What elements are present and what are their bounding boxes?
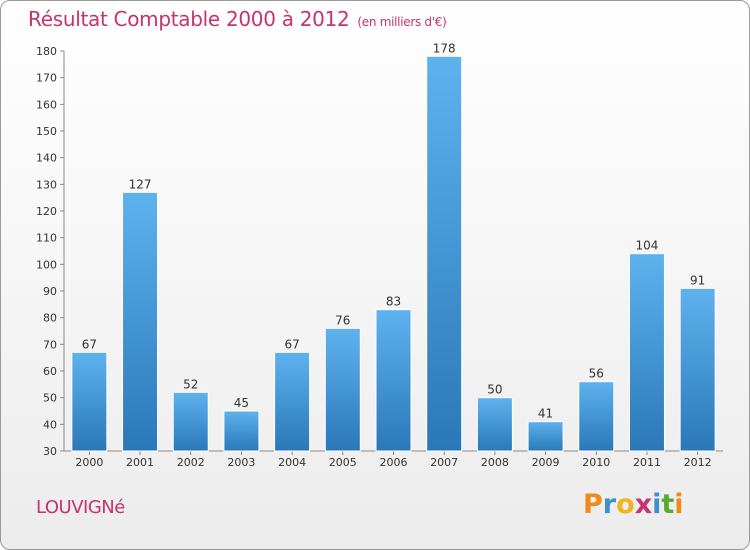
x-tick-label: 2002 [177, 456, 205, 469]
data-label: 67 [82, 337, 97, 351]
bar [476, 397, 513, 452]
logo-letter: x [634, 489, 653, 520]
bar [122, 191, 159, 452]
logo-letter: r [602, 489, 617, 520]
x-tick-label: 2007 [430, 456, 458, 469]
data-label: 76 [335, 313, 350, 327]
bar [426, 55, 463, 452]
x-tick-label: 2009 [532, 456, 560, 469]
bar [324, 327, 361, 452]
y-tick-label: 100 [36, 258, 57, 271]
logo-letter: i [652, 489, 662, 520]
data-label: 52 [183, 377, 198, 391]
x-tick-label: 2003 [227, 456, 255, 469]
data-label: 178 [433, 41, 456, 55]
data-label: 127 [129, 177, 152, 191]
data-label: 41 [538, 407, 553, 421]
data-label: 45 [234, 396, 249, 410]
y-tick-label: 170 [36, 72, 57, 85]
data-label: 91 [690, 273, 705, 287]
y-tick-label: 80 [43, 312, 57, 325]
y-tick-label: 60 [43, 365, 57, 378]
axes: 30 40 50 60 70 80 90 100 110 120 130 140 150 160 170 18… [36, 45, 723, 458]
bar [628, 253, 665, 452]
bar [578, 381, 615, 452]
x-tick-label: 2005 [329, 456, 357, 469]
y-tick-label: 120 [36, 205, 57, 218]
x-tick-label: 2006 [380, 456, 408, 469]
data-label: 56 [589, 367, 604, 381]
chart-subtitle: (en milliers d'€) [357, 15, 447, 29]
x-tick-label: 2010 [582, 456, 610, 469]
y-tick-label: 70 [43, 338, 57, 351]
y-tick-label: 180 [36, 45, 57, 58]
proxiti-logo: Proxiti [583, 489, 684, 520]
bar [375, 309, 412, 452]
chart-title: Résultat Comptable 2000 à 2012 (en millie… [28, 7, 447, 31]
logo-letter: i [674, 489, 684, 520]
y-tick-label: 160 [36, 98, 57, 111]
data-label: 83 [386, 295, 401, 309]
bar [223, 410, 260, 452]
bar [71, 351, 108, 452]
bars [71, 55, 716, 452]
bar [679, 287, 716, 452]
logo-letter: o [616, 489, 635, 520]
logo-letter: P [583, 489, 603, 520]
x-tick-label: 2008 [481, 456, 509, 469]
bar [172, 391, 209, 452]
data-label: 67 [284, 337, 299, 351]
y-tick-label: 30 [43, 445, 57, 458]
labels: 2000 67 2001 127 2002 52 2003 45 2004 67 2005 76 200… [75, 41, 711, 469]
x-tick-label: 2000 [75, 456, 103, 469]
x-tick-label: 2012 [684, 456, 712, 469]
y-tick-label: 130 [36, 178, 57, 191]
x-tick-label: 2011 [633, 456, 661, 469]
bar [527, 421, 564, 452]
y-tick-label: 90 [43, 285, 57, 298]
town-name: LOUVIGNé [36, 497, 125, 518]
data-label: 104 [636, 239, 659, 253]
y-tick-label: 40 [43, 418, 57, 431]
logo-letter: t [661, 489, 675, 520]
y-tick-label: 50 [43, 392, 57, 405]
bar [274, 351, 311, 452]
y-tick-label: 110 [36, 232, 57, 245]
data-label: 50 [487, 383, 502, 397]
x-tick-label: 2004 [278, 456, 306, 469]
x-tick-label: 2001 [126, 456, 154, 469]
y-tick-label: 140 [36, 152, 57, 165]
y-tick-label: 150 [36, 125, 57, 138]
